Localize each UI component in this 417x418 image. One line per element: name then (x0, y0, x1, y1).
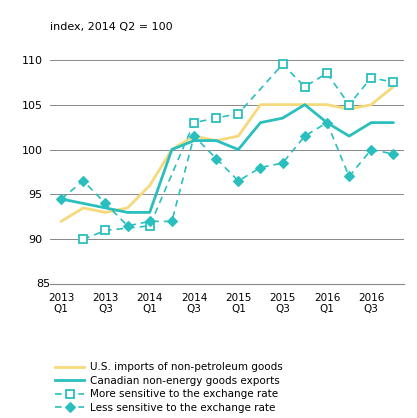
Legend: U.S. imports of non-petroleum goods, Canadian non-energy goods exports, More sen: U.S. imports of non-petroleum goods, Can… (55, 362, 282, 413)
Text: index, 2014 Q2 = 100: index, 2014 Q2 = 100 (50, 22, 173, 32)
Text: 85: 85 (36, 279, 50, 289)
